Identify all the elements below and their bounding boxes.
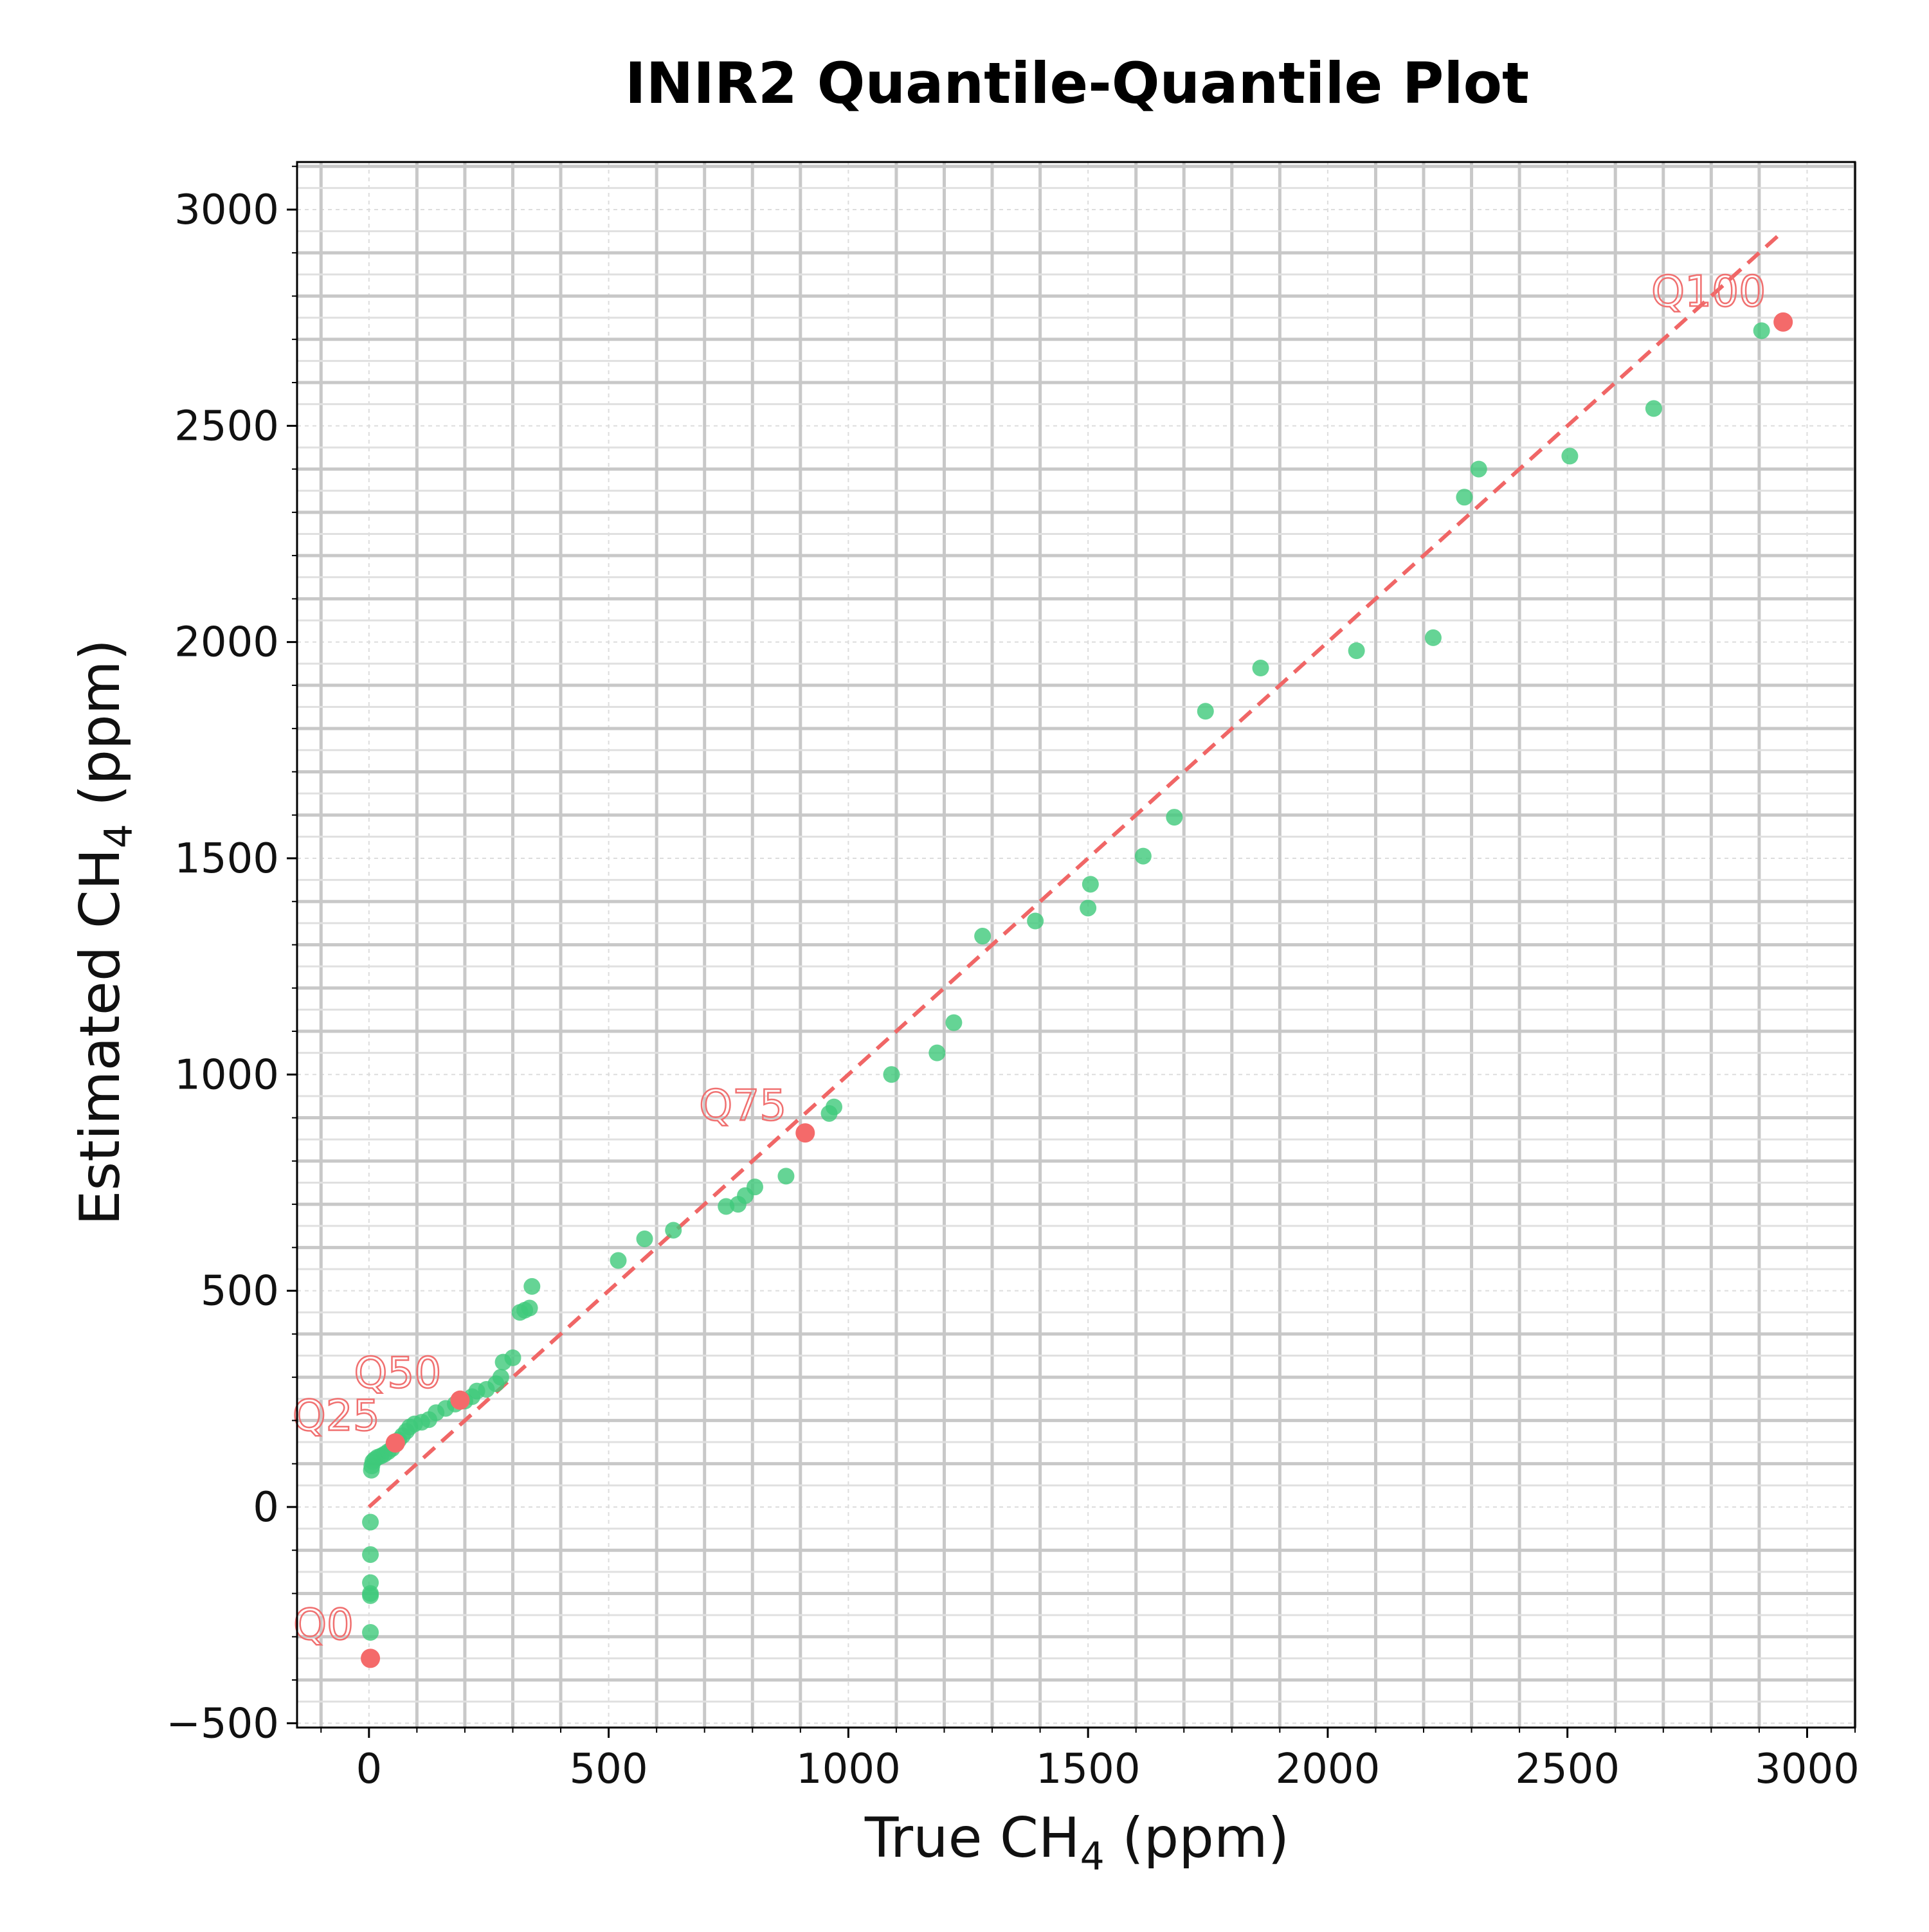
- data-point: [636, 1230, 653, 1247]
- y-axis-label-main: Estimated CH: [68, 849, 132, 1226]
- data-point: [1027, 912, 1044, 930]
- quantile-point: [450, 1390, 470, 1410]
- quantile-label: Q75: [699, 1081, 786, 1130]
- quantile-point: [795, 1123, 815, 1143]
- data-point: [746, 1178, 763, 1196]
- x-axis-label-subscript: 4: [1080, 1834, 1105, 1879]
- y-tick-label: 0: [253, 1484, 279, 1531]
- y-tick-label: 3000: [174, 186, 279, 234]
- quantile-label: Q0: [293, 1600, 354, 1649]
- data-point: [1645, 400, 1662, 417]
- data-point: [610, 1252, 627, 1269]
- data-point: [504, 1349, 521, 1366]
- data-point: [1424, 629, 1442, 646]
- y-tick-label: 1000: [174, 1051, 279, 1099]
- x-tick-label: 500: [570, 1746, 648, 1793]
- x-axis-label-unit: (ppm): [1105, 1806, 1289, 1870]
- quantile-point: [361, 1648, 381, 1668]
- data-point: [1456, 489, 1473, 506]
- y-tick-label: 1500: [174, 835, 279, 883]
- quantile-label: Q50: [354, 1348, 441, 1398]
- data-point: [362, 1574, 379, 1591]
- data-point: [362, 1546, 379, 1563]
- y-tick-label: 2000: [174, 619, 279, 667]
- quantile-point: [1773, 312, 1793, 332]
- x-tick-label: 2000: [1275, 1746, 1380, 1793]
- grid: [297, 162, 1857, 1728]
- data-point: [1470, 460, 1487, 478]
- data-point: [1082, 876, 1099, 893]
- data-point: [521, 1299, 538, 1317]
- chart-title: INIR2 Quantile-Quantile Plot: [625, 50, 1529, 116]
- x-axis-label: True CH4 (ppm): [864, 1806, 1289, 1879]
- data-point: [883, 1066, 900, 1083]
- quantile-label: Q100: [1651, 267, 1766, 316]
- points-group: [362, 322, 1770, 1667]
- x-tick-label: 2500: [1515, 1746, 1620, 1793]
- y-axis-label: Estimated CH4 (ppm): [68, 639, 141, 1225]
- data-point: [1197, 703, 1214, 720]
- data-point: [1348, 642, 1365, 660]
- y-tick-label: 2500: [174, 402, 279, 450]
- data-point: [777, 1168, 795, 1185]
- data-point: [1561, 447, 1579, 465]
- y-tick-label: 500: [201, 1268, 279, 1315]
- data-point: [826, 1098, 843, 1115]
- data-point: [1134, 847, 1152, 865]
- reference-line-group: [367, 230, 1785, 1509]
- data-point: [1252, 660, 1269, 677]
- data-point: [1166, 809, 1183, 826]
- data-point: [665, 1222, 682, 1239]
- data-point: [1080, 899, 1097, 917]
- data-point: [362, 1513, 379, 1531]
- axis-ticks: 0 500 1000 1500 2000 2500 3000 −500 0 500 1000 1500…: [166, 165, 1860, 1793]
- quantile-point: [385, 1433, 405, 1453]
- quantile-label: Q25: [293, 1391, 380, 1440]
- data-point: [974, 928, 992, 945]
- data-point: [1753, 322, 1770, 339]
- data-point: [362, 1624, 379, 1641]
- data-point: [492, 1369, 509, 1386]
- x-axis-label-main: True CH: [864, 1806, 1080, 1870]
- data-point: [523, 1277, 541, 1295]
- reference-line: [367, 230, 1785, 1509]
- x-tick-label: 1000: [796, 1746, 901, 1793]
- data-point: [945, 1014, 963, 1031]
- y-tick-label: −500: [166, 1700, 279, 1747]
- data-point: [928, 1044, 946, 1061]
- y-axis-label-unit: (ppm): [68, 639, 132, 824]
- x-tick-label: 0: [356, 1746, 382, 1793]
- x-tick-label: 3000: [1755, 1746, 1860, 1793]
- x-tick-label: 1500: [1036, 1746, 1141, 1793]
- y-axis-label-subscript: 4: [96, 824, 141, 848]
